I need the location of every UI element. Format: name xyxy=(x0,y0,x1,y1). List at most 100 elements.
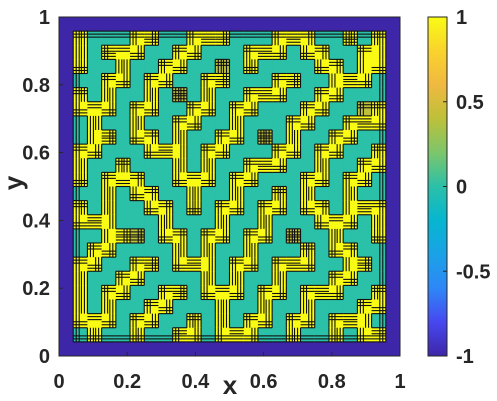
heatmap-cell xyxy=(314,313,330,329)
heatmap-cell xyxy=(87,73,103,89)
colorbar-tick-label: -1 xyxy=(456,346,474,368)
heatmap-cell xyxy=(186,257,202,272)
heatmap-cell xyxy=(158,115,174,131)
heatmap-cell xyxy=(130,299,145,315)
heatmap-cell xyxy=(286,158,302,173)
heatmap-cell xyxy=(328,186,344,202)
heatmap-cell xyxy=(101,115,117,131)
heatmap-cell xyxy=(101,214,117,230)
colorbar-tick-label: 1 xyxy=(456,7,467,29)
heatmap-cell xyxy=(144,228,160,244)
heatmap-cell xyxy=(286,200,302,216)
heatmap-cell xyxy=(314,271,330,286)
heatmap-cell xyxy=(371,158,387,173)
heatmap-cell xyxy=(314,31,330,46)
heatmap-cell xyxy=(87,158,103,173)
heatmap-cell xyxy=(243,87,259,103)
heatmap-cell xyxy=(385,59,400,75)
heatmap-cell xyxy=(371,257,387,272)
heatmap-cell xyxy=(229,299,245,315)
heatmap-cell xyxy=(357,243,373,258)
heatmap-cell xyxy=(343,327,358,343)
heatmap-cell xyxy=(314,299,330,315)
heatmap-cell xyxy=(272,130,287,145)
heatmap-cell xyxy=(371,115,387,131)
heatmap-cell xyxy=(357,200,373,216)
heatmap-cell xyxy=(101,45,117,60)
heatmap-cell xyxy=(286,144,302,159)
heatmap-cell xyxy=(328,214,344,230)
heatmap-cell xyxy=(59,299,74,315)
heatmap-cell xyxy=(158,101,174,117)
heatmap-cell xyxy=(172,214,188,230)
heatmap-cell xyxy=(272,45,287,60)
heatmap-cell xyxy=(201,186,216,202)
heatmap-cell xyxy=(115,158,131,173)
heatmap-cell xyxy=(371,45,387,60)
heatmap-cell xyxy=(172,257,188,272)
heatmap-cell xyxy=(286,327,302,343)
heatmap-cell xyxy=(343,299,358,315)
heatmap-cell xyxy=(201,327,216,343)
heatmap-cell xyxy=(243,228,259,244)
heatmap-cell xyxy=(300,172,316,188)
heatmap-cell xyxy=(215,228,231,244)
heatmap-cell xyxy=(186,59,202,75)
heatmap-cell xyxy=(385,101,400,117)
heatmap-cell xyxy=(158,144,174,159)
heatmap-cell xyxy=(115,17,131,32)
heatmap-cell xyxy=(158,243,174,258)
heatmap-field xyxy=(59,17,400,356)
heatmap-cell xyxy=(73,172,89,188)
heatmap-cell xyxy=(343,285,358,301)
heatmap-cell xyxy=(343,130,358,145)
heatmap-cell xyxy=(115,243,131,258)
heatmap-cell xyxy=(186,243,202,258)
heatmap-cell xyxy=(243,327,259,343)
heatmap-cell xyxy=(201,341,216,356)
heatmap-cell xyxy=(87,87,103,103)
heatmap-cell xyxy=(144,101,160,117)
heatmap-cell xyxy=(201,59,216,75)
heatmap-cell xyxy=(286,101,302,117)
heatmap-cell xyxy=(300,285,316,301)
heatmap-cell xyxy=(59,59,74,75)
heatmap-cell xyxy=(215,200,231,216)
heatmap-cell xyxy=(385,115,400,131)
heatmap-cell xyxy=(101,101,117,117)
heatmap-cell xyxy=(357,313,373,329)
heatmap-cell xyxy=(385,214,400,230)
heatmap-cell xyxy=(59,285,74,301)
heatmap-cell xyxy=(328,87,344,103)
heatmap-cell xyxy=(115,313,131,329)
heatmap-cell xyxy=(87,200,103,216)
colorbar-tick-label: 0 xyxy=(456,177,467,199)
heatmap-cell xyxy=(73,17,89,32)
heatmap-cell xyxy=(314,73,330,89)
heatmap-cell xyxy=(144,31,160,46)
heatmap-cell xyxy=(115,285,131,301)
x-tick-label: 0.2 xyxy=(113,371,141,393)
heatmap-cell xyxy=(172,17,188,32)
heatmap-cell xyxy=(130,313,145,329)
heatmap-cell xyxy=(357,59,373,75)
heatmap-cell xyxy=(257,243,273,258)
heatmap-cell xyxy=(243,158,259,173)
heatmap-cell xyxy=(144,73,160,89)
heatmap-cell xyxy=(215,101,231,117)
heatmap-cell xyxy=(257,45,273,60)
heatmap-cell xyxy=(215,299,231,315)
heatmap-cell xyxy=(186,200,202,216)
heatmap-cell xyxy=(272,31,287,46)
heatmap-cell xyxy=(101,228,117,244)
heatmap-cell xyxy=(73,73,89,89)
heatmap-cell xyxy=(59,158,74,173)
heatmap-cell xyxy=(343,313,358,329)
heatmap-cell xyxy=(300,31,316,46)
heatmap-cell xyxy=(229,214,245,230)
heatmap-cell xyxy=(73,130,89,145)
heatmap-cell xyxy=(130,158,145,173)
heatmap-cell xyxy=(144,87,160,103)
heatmap-cell xyxy=(115,73,131,89)
heatmap-cell xyxy=(328,31,344,46)
